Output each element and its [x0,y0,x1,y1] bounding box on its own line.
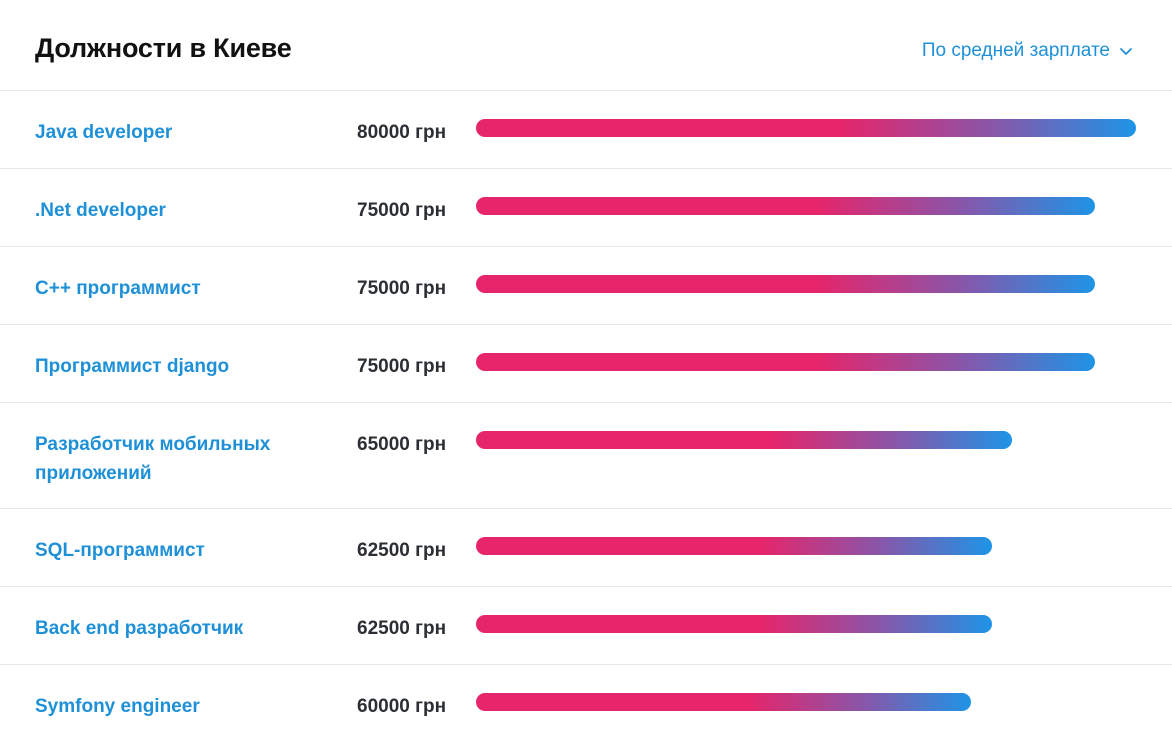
job-row: .Net developer 75000 грн [0,169,1172,247]
salary-bar-track [476,353,1136,371]
job-row: C++ программист 75000 грн [0,247,1172,325]
chevron-down-icon [1118,43,1134,59]
salary-bar [476,353,1095,371]
job-link[interactable]: C++ программист [35,278,201,299]
job-link[interactable]: Back end разработчик [35,618,244,639]
salary-value: 80000 грн [357,122,447,143]
salary-bar [476,615,992,633]
job-row: Программист django 75000 грн [0,325,1172,403]
salary-bar [476,431,1013,449]
salary-value: 62500 грн [357,618,447,639]
job-link[interactable]: Программист django [35,356,230,377]
page-title: Должности в Киеве [35,33,292,63]
sort-dropdown[interactable]: По средней зарплате [922,40,1134,62]
salary-bar-track [476,693,1136,711]
salary-bar-track [476,615,1136,633]
job-link[interactable]: Разработчик мобильных приложений [35,434,271,484]
salary-bar [476,119,1136,137]
salary-bar-track [476,197,1136,215]
salary-bar [476,275,1095,293]
job-link[interactable]: Symfony engineer [35,696,200,717]
salary-value: 75000 грн [357,356,447,377]
salary-bar [476,537,992,555]
job-link[interactable]: .Net developer [35,200,166,221]
job-link[interactable]: Java developer [35,122,173,143]
sort-label: По средней зарплате [921,40,1110,61]
page-header: Должности в Киеве По средней зарплате [0,0,1172,91]
salary-bar [476,197,1095,215]
job-row: Symfony engineer 60000 грн [0,665,1172,743]
job-row: Java developer 80000 грн [0,91,1172,169]
salary-value: 65000 грн [357,434,447,455]
salary-bar-track [476,275,1136,293]
salary-value: 62500 грн [357,540,447,561]
salary-bar-track [476,537,1136,555]
salary-bar-track [476,119,1136,137]
salary-value: 75000 грн [357,200,447,221]
salary-value: 75000 грн [357,278,447,299]
job-row: Back end разработчик 62500 грн [0,587,1172,665]
salary-value: 60000 грн [357,696,447,717]
job-row: SQL-программист 62500 грн [0,509,1172,587]
job-row: Разработчик мобильных приложений 65000 г… [0,403,1172,509]
jobs-list: Java developer 80000 грн .Net developer … [0,91,1172,743]
salary-bar-track [476,431,1136,449]
salary-bar [476,693,971,711]
job-link[interactable]: SQL-программист [35,540,205,561]
